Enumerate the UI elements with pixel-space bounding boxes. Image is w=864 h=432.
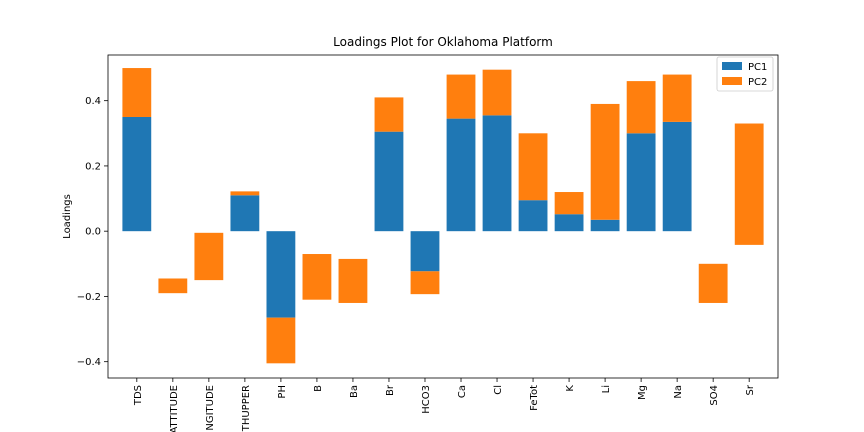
y-tick-label: 0.0 bbox=[85, 227, 101, 238]
x-tick-label: SO4 bbox=[709, 385, 720, 406]
y-tick-label: 0.4 bbox=[85, 96, 101, 107]
legend-label-pc1: PC1 bbox=[748, 62, 767, 73]
y-tick-label: 0.2 bbox=[85, 161, 101, 172]
bar-pc1-cl bbox=[482, 115, 512, 232]
bar-pc2-ph bbox=[266, 317, 296, 364]
bar-pc2-tds bbox=[122, 68, 152, 117]
x-tick-label: Ba bbox=[349, 385, 360, 398]
bar-pc1-br bbox=[374, 131, 404, 232]
bar-pc2-b bbox=[302, 254, 332, 300]
bar-pc2-hco3 bbox=[410, 271, 440, 295]
y-tick-label: −0.2 bbox=[77, 292, 101, 303]
x-tick-label: B bbox=[313, 385, 324, 392]
bar-pc2-na bbox=[662, 74, 692, 122]
bar-pc2-longitude bbox=[194, 232, 224, 281]
legend-swatch-pc2 bbox=[722, 77, 742, 85]
x-ticks-group: TDS LATTITUDE NGITUDE THUPPER PH B Ba Br HCO3 Ca C… bbox=[133, 378, 756, 432]
bar-pc2-fetot bbox=[518, 133, 548, 201]
bar-pc2-cl bbox=[482, 69, 512, 116]
legend-label-pc2: PC2 bbox=[748, 77, 767, 88]
bar-pc1-ph bbox=[266, 231, 296, 318]
x-tick-label: K bbox=[565, 385, 576, 392]
x-tick-label: Cl bbox=[493, 385, 504, 395]
x-tick-label: THUPPER bbox=[241, 385, 252, 432]
bar-pc1-na bbox=[662, 121, 692, 232]
x-tick-label: LATTITUDE bbox=[169, 385, 180, 432]
bar-pc2-so4 bbox=[698, 263, 728, 303]
y-axis-label: Loadings bbox=[62, 194, 73, 239]
bar-pc2-li bbox=[590, 103, 620, 220]
bar-pc2-br bbox=[374, 97, 404, 132]
bar-pc1-ca bbox=[446, 118, 476, 232]
bar-pc1-depthupper bbox=[230, 195, 260, 232]
y-tick-label: −0.4 bbox=[77, 357, 101, 368]
bars-group bbox=[122, 68, 764, 364]
bar-pc2-mg bbox=[626, 81, 656, 134]
bar-pc1-li bbox=[590, 219, 620, 232]
x-tick-label: Li bbox=[601, 385, 612, 393]
bar-pc2-ca bbox=[446, 74, 476, 119]
bar-pc2-ba bbox=[338, 258, 368, 303]
plot-frame bbox=[107, 54, 779, 379]
y-ticks-group: −0.4 −0.2 0.0 0.2 0.4 bbox=[77, 96, 108, 368]
x-tick-label: PH bbox=[277, 385, 288, 399]
bar-pc2-lattitude bbox=[158, 278, 188, 294]
x-tick-label: Mg bbox=[637, 385, 648, 400]
bar-pc1-hco3 bbox=[410, 231, 440, 272]
chart-title: Loadings Plot for Oklahoma Platform bbox=[333, 35, 553, 49]
x-tick-label: TDS bbox=[133, 385, 144, 406]
bar-pc1-tds bbox=[122, 116, 152, 232]
x-tick-label: Sr bbox=[745, 384, 756, 395]
x-tick-label: NGITUDE bbox=[205, 385, 216, 431]
x-tick-label: Na bbox=[673, 385, 684, 399]
legend-swatch-pc1 bbox=[722, 62, 742, 70]
bar-pc1-mg bbox=[626, 133, 656, 232]
x-tick-label: HCO3 bbox=[421, 385, 432, 414]
x-tick-label: FeTot bbox=[529, 385, 540, 411]
bar-pc1-fetot bbox=[518, 200, 548, 232]
bar-pc2-depthupper bbox=[230, 191, 260, 196]
bar-pc1-k bbox=[554, 214, 584, 232]
x-tick-label: Br bbox=[385, 384, 396, 396]
bar-pc2-k bbox=[554, 192, 584, 215]
x-tick-label: Ca bbox=[457, 385, 468, 398]
bar-pc2-sr bbox=[734, 123, 764, 245]
